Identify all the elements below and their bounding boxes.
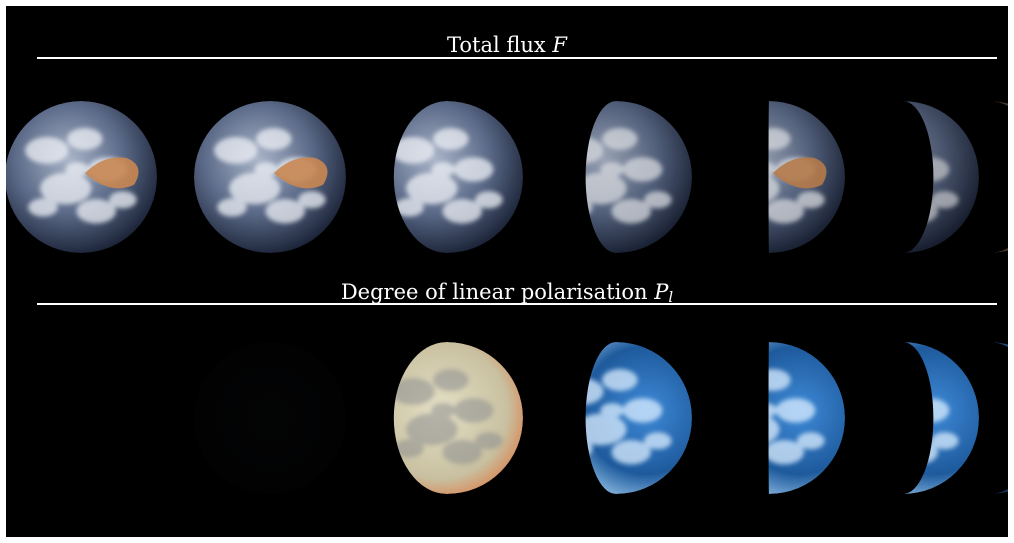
polarisation-title: Degree of linear polarisation Pl: [6, 280, 1008, 306]
polarisation-globe-4: [585, 342, 692, 494]
flux-globe-2: [194, 101, 346, 253]
bottom-divider: [37, 303, 997, 305]
polarisation-globe-5: [768, 342, 845, 494]
polarisation-globe-3: [393, 342, 523, 494]
flux-globe-3: [393, 101, 523, 253]
top-divider: [37, 57, 997, 59]
flux-globe-5: [768, 101, 845, 253]
polarisation-subscript: l: [668, 288, 674, 306]
polarisation-symbol: P: [654, 280, 669, 304]
polarisation-globe-6: [903, 342, 979, 494]
total-flux-symbol: F: [552, 33, 567, 57]
total-flux-title-text: Total flux: [446, 33, 546, 57]
figure-panel: Total flux F Degree of linear polarisati…: [6, 6, 1008, 537]
flux-globe-6: [903, 101, 979, 253]
polarisation-title-text: Degree of linear polarisation: [340, 280, 648, 304]
globe-phase-images: [6, 101, 1008, 494]
total-flux-title: Total flux F: [6, 33, 1008, 57]
flux-globe-4: [585, 101, 692, 253]
polarisation-globe-2: [194, 342, 346, 494]
flux-globe-1: [6, 101, 157, 253]
